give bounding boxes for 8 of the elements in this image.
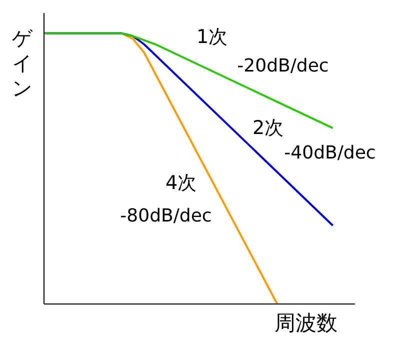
- series-label: 1次: [196, 25, 228, 50]
- annotation: -40dB/dec: [284, 142, 376, 164]
- annotation: -80dB/dec: [120, 206, 212, 226]
- series-label: 4次: [165, 171, 197, 196]
- series-label: 2次: [252, 116, 284, 141]
- y-axis-title: ゲイン: [12, 26, 34, 101]
- annotation: -20dB/dec: [237, 56, 329, 76]
- x-axis-title: 周波数: [274, 310, 338, 337]
